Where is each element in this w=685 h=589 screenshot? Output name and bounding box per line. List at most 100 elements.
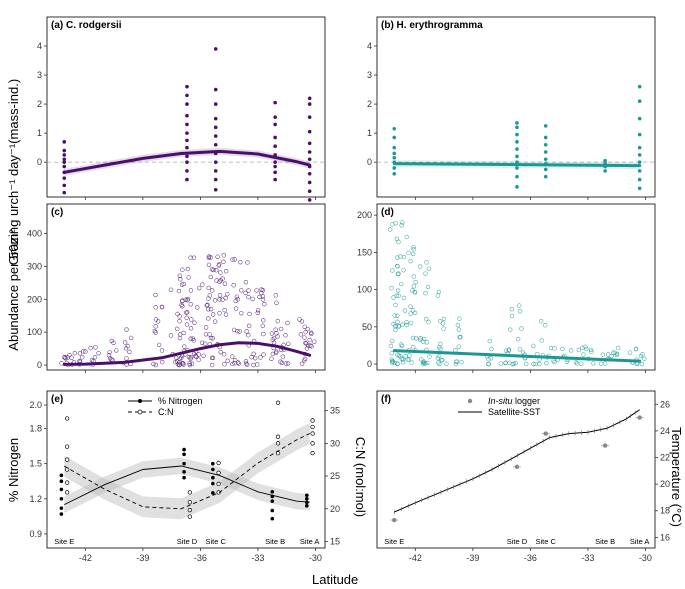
data-point	[62, 183, 67, 188]
data-point	[223, 269, 229, 274]
data-point	[220, 297, 225, 302]
y2-tick-label: 24	[660, 426, 670, 436]
data-point	[408, 258, 413, 264]
data-point	[637, 99, 642, 103]
y-tick-label: 1.5	[29, 459, 42, 469]
data-point	[543, 135, 548, 140]
data-point	[185, 296, 191, 302]
data-point	[262, 301, 267, 307]
data-point	[510, 361, 515, 367]
data-point	[206, 255, 212, 261]
data-point	[258, 355, 263, 360]
panel-e-title: (e)	[51, 394, 63, 405]
data-point	[273, 122, 277, 127]
data-point	[392, 313, 397, 318]
data-point	[637, 169, 642, 173]
data-point	[185, 177, 189, 182]
data-point	[426, 266, 432, 271]
data-point	[255, 308, 261, 313]
data-point	[186, 275, 191, 280]
y2-tick-label: 20	[660, 479, 670, 489]
data-point	[427, 354, 432, 359]
data-point	[261, 331, 266, 337]
y-tick-label: 1	[37, 128, 42, 138]
data-point	[506, 348, 511, 353]
data-point	[568, 348, 574, 353]
y-axis-label-grazing: Grazing urch⁻¹ day⁻¹(mass-ind.)	[6, 79, 21, 265]
data-point	[270, 337, 275, 342]
data-point	[395, 271, 401, 277]
data-point	[520, 350, 526, 355]
data-point	[188, 288, 194, 293]
cn-point	[187, 507, 192, 513]
data-point	[304, 346, 310, 351]
data-point	[418, 336, 423, 341]
data-point	[394, 236, 400, 242]
data-point	[180, 360, 185, 366]
data-point	[213, 134, 218, 138]
data-point	[122, 340, 128, 345]
y-tick-label: 50	[362, 322, 372, 332]
data-point	[273, 160, 277, 164]
data-point	[418, 264, 423, 269]
data-point	[192, 320, 197, 325]
y-tick-label: 3	[37, 70, 42, 80]
nitrogen-point	[182, 470, 186, 474]
panel-f-frame	[376, 390, 656, 549]
data-point	[637, 145, 642, 150]
data-point	[217, 297, 222, 302]
data-point	[275, 334, 280, 339]
x-axis-label: Latitude	[312, 572, 358, 587]
data-point	[517, 347, 523, 352]
y2-tick-label: 35	[330, 406, 340, 416]
data-point	[209, 267, 215, 272]
data-point	[261, 318, 266, 323]
data-point	[307, 180, 312, 185]
data-point	[128, 335, 134, 341]
data-point	[543, 174, 548, 179]
data-point	[307, 141, 312, 146]
data-point	[185, 169, 189, 173]
data-point	[188, 326, 194, 331]
data-point	[237, 329, 242, 334]
data-point	[213, 177, 218, 182]
data-point	[458, 334, 463, 340]
data-point	[275, 318, 280, 324]
data-point	[410, 345, 416, 350]
data-point	[283, 333, 288, 338]
nitrogen-point	[211, 481, 215, 486]
x-tick-label: -30	[639, 553, 652, 563]
data-point	[579, 361, 584, 366]
data-point	[214, 278, 219, 283]
site-label: Site C	[535, 537, 556, 546]
data-point	[400, 357, 406, 362]
data-point	[217, 311, 222, 316]
data-point	[392, 145, 397, 150]
data-point	[396, 293, 401, 298]
y2-tick-label: 22	[660, 453, 670, 463]
data-point	[286, 341, 291, 346]
data-point	[246, 294, 251, 300]
data-point	[62, 164, 67, 169]
data-point	[239, 310, 244, 316]
data-point	[220, 276, 225, 281]
cn-point	[310, 431, 315, 436]
data-point	[269, 331, 275, 336]
data-point	[444, 361, 449, 366]
y-tick-label: 0	[367, 157, 372, 167]
data-point	[307, 198, 312, 202]
data-point	[257, 294, 262, 300]
nitrogen-fit-line	[64, 465, 310, 506]
y2-tick-label: 15	[330, 536, 340, 546]
data-point	[174, 326, 180, 332]
data-point	[392, 135, 397, 140]
y2-tick-label: 25	[330, 471, 340, 481]
data-point	[390, 360, 395, 365]
data-point	[179, 302, 184, 308]
data-point	[273, 135, 277, 140]
data-point	[637, 153, 642, 157]
data-point	[243, 290, 248, 296]
data-point	[399, 343, 405, 349]
data-point	[185, 84, 189, 89]
